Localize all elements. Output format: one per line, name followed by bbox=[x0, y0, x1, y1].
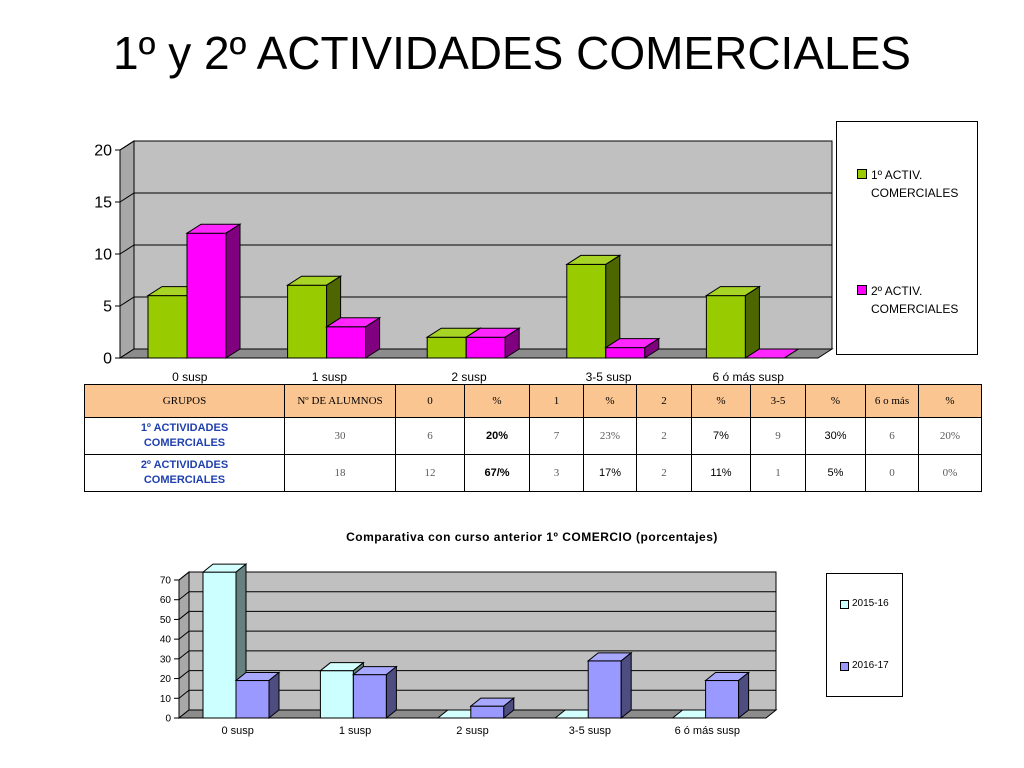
table-cell: 6 bbox=[865, 417, 919, 455]
table-header-row: GRUPOS Nº DE ALUMNOS 0 % 1 % 2 % 3-5 % 6… bbox=[84, 384, 982, 418]
table-cell: 9 bbox=[750, 417, 806, 455]
bar-front bbox=[426, 336, 467, 359]
table-cell: 30 bbox=[284, 417, 396, 455]
table-header-cell: 1 bbox=[529, 384, 584, 418]
group-line: COMERCIALES bbox=[143, 474, 226, 486]
bar-front bbox=[605, 347, 646, 359]
table-header-cell: Nº DE ALUMNOS bbox=[284, 384, 396, 418]
y-tick-label: 10 bbox=[94, 247, 112, 264]
bar bbox=[185, 223, 242, 359]
chart1-legend: 1º ACTIV. COMERCIALES 2º ACTIV. COMERCIA… bbox=[836, 121, 978, 355]
table-cell: 20% bbox=[918, 417, 982, 455]
table-cell: 18 bbox=[284, 454, 396, 492]
results-table: GRUPOS Nº DE ALUMNOS 0 % 1 % 2 % 3-5 % 6… bbox=[84, 384, 982, 492]
table-cell: 7 bbox=[529, 417, 584, 455]
table-cell: 23% bbox=[583, 417, 637, 455]
table-cell: 67/% bbox=[464, 454, 530, 492]
y-tick-label: 0 bbox=[103, 351, 112, 368]
table-cell: 0 bbox=[865, 454, 919, 492]
table-header-cell: 2 bbox=[636, 384, 692, 418]
table-cell: 2 bbox=[636, 417, 692, 455]
x-category-label: 3-5 susp bbox=[586, 370, 632, 384]
table-cell: 7% bbox=[691, 417, 751, 455]
table-cell: 1 bbox=[750, 454, 806, 492]
legend-label: 1º ACTIV. COMERCIALES bbox=[871, 168, 959, 200]
table-cell: 5% bbox=[805, 454, 866, 492]
table-row: 1º ACTIVIDADES COMERCIALES 30 6 20% 7 23… bbox=[84, 417, 982, 455]
gridline bbox=[119, 140, 832, 151]
group-line: COMERCIALES bbox=[143, 437, 226, 449]
table-cell: 17% bbox=[583, 454, 637, 492]
bar-side bbox=[644, 337, 660, 359]
legend-label: 2º ACTIV. COMERCIALES bbox=[871, 284, 959, 316]
bar-side bbox=[744, 285, 760, 359]
table-header-cell: % bbox=[918, 384, 982, 418]
x-category-label: 1 susp bbox=[312, 370, 348, 384]
table-cell: 3 bbox=[529, 454, 584, 492]
legend-swatch-periwinkle bbox=[840, 662, 849, 671]
legend-swatch-magenta bbox=[857, 285, 867, 295]
y-tick-label: 15 bbox=[94, 195, 112, 212]
table-cell: 11% bbox=[691, 454, 751, 492]
bar bbox=[604, 337, 661, 359]
legend-swatch-green bbox=[857, 169, 867, 179]
bar-front bbox=[705, 295, 746, 359]
table-header-cell: GRUPOS bbox=[84, 384, 285, 418]
bar-front bbox=[465, 336, 506, 359]
table-row: 2º ACTIVIDADES COMERCIALES 18 12 67/% 3 … bbox=[84, 454, 982, 492]
bars: 0 susp 1 susp 2 susp 3-5 susp 6 ó más susp bbox=[146, 223, 801, 384]
bar bbox=[324, 316, 382, 359]
table-cell: 30% bbox=[805, 417, 866, 455]
legend-swatch-lightcyan bbox=[840, 600, 849, 609]
bar-side bbox=[504, 327, 520, 359]
table-header-cell: 3-5 bbox=[750, 384, 806, 418]
table-header-cell: % bbox=[805, 384, 866, 418]
bar-front bbox=[566, 263, 607, 359]
bar bbox=[565, 254, 622, 359]
gridline bbox=[119, 244, 832, 255]
slide-title: 1º y 2º ACTIVIDADES COMERCIALES bbox=[113, 27, 911, 79]
table-cell: 0% bbox=[918, 454, 982, 492]
table-header-cell: 0 bbox=[395, 384, 465, 418]
gridline bbox=[119, 192, 832, 203]
table-group-cell: 2º ACTIVIDADES COMERCIALES bbox=[84, 454, 285, 492]
bar-front bbox=[186, 232, 227, 359]
bar-side bbox=[225, 223, 241, 359]
bar bbox=[704, 285, 762, 359]
table-group-cell: 1º ACTIVIDADES COMERCIALES bbox=[84, 417, 285, 455]
table-cell: 12 bbox=[395, 454, 465, 492]
bar bbox=[743, 348, 801, 359]
x-category-label: 2 susp bbox=[451, 370, 487, 384]
bar-side bbox=[365, 316, 381, 359]
bar-side bbox=[784, 348, 799, 359]
table-header-cell: % bbox=[691, 384, 751, 418]
y-tick-label: 5 bbox=[103, 299, 112, 316]
x-category-label: 6 ó más susp bbox=[713, 370, 785, 384]
legend-label: 2015-16 bbox=[852, 598, 889, 609]
bar-front bbox=[326, 326, 367, 359]
table-cell: 6 bbox=[395, 417, 465, 455]
table-header-cell: % bbox=[583, 384, 637, 418]
table-header-cell: 6 o más bbox=[865, 384, 919, 418]
legend-label: 2016-17 bbox=[852, 660, 889, 671]
bar bbox=[464, 327, 521, 359]
group-line: 1º ACTIVIDADES bbox=[140, 422, 229, 434]
table-cell: 20% bbox=[464, 417, 530, 455]
y-tick-label: 20 bbox=[94, 143, 112, 160]
x-category-label: 0 susp bbox=[172, 370, 208, 384]
bar-front bbox=[287, 284, 328, 359]
table-header-cell: % bbox=[464, 384, 530, 418]
table-cell: 2 bbox=[636, 454, 692, 492]
group-line: 2º ACTIVIDADES bbox=[140, 459, 229, 471]
chart2-legend: 2015-16 2016-17 bbox=[826, 573, 903, 697]
bar-front bbox=[147, 295, 188, 359]
